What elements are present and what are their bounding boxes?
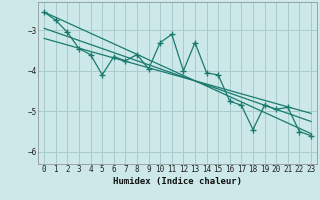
X-axis label: Humidex (Indice chaleur): Humidex (Indice chaleur) xyxy=(113,177,242,186)
